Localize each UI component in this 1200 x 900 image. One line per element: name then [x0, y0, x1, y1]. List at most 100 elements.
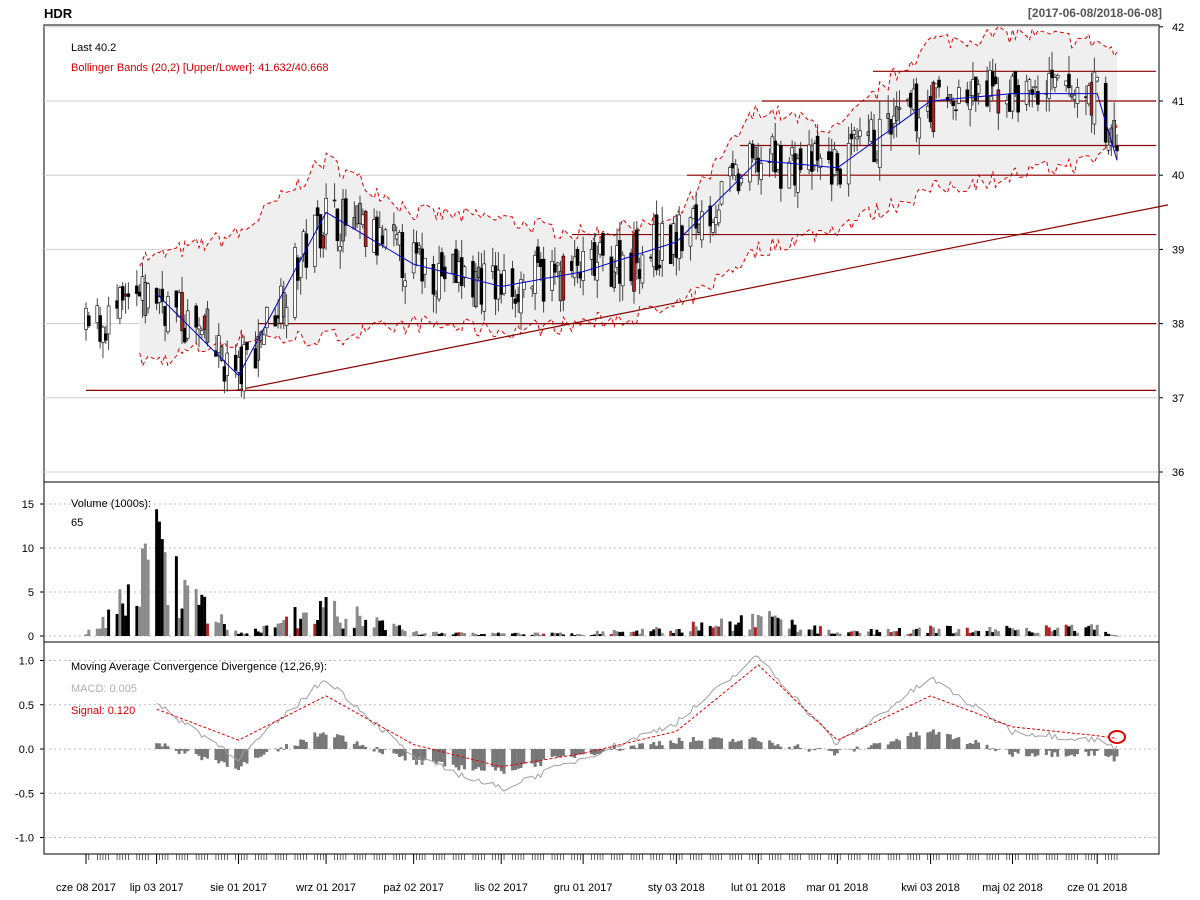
macd-histogram-bar	[968, 742, 972, 749]
trendline	[235, 204, 1169, 391]
volume-bar	[878, 632, 882, 636]
volume-bar	[177, 618, 181, 636]
candle-body	[776, 144, 780, 170]
candle-body	[1005, 100, 1009, 105]
candle-body	[691, 208, 696, 220]
macd-histogram-bar	[285, 744, 289, 749]
volume-bar	[838, 633, 842, 636]
macd-histogram-bar	[1013, 749, 1017, 752]
macd-histogram-bar	[576, 749, 579, 755]
candle-body	[118, 287, 122, 319]
macd-histogram-bar	[296, 745, 300, 749]
macd-histogram-bar	[1033, 749, 1037, 757]
candle-body	[993, 76, 998, 85]
macd-histogram-bar	[895, 738, 899, 749]
macd-histogram-bar	[909, 732, 913, 749]
price-axis-label: 39	[1172, 244, 1184, 256]
candle-body	[660, 223, 665, 261]
volume-bar	[293, 607, 297, 636]
macd-line	[156, 655, 1118, 792]
volume-bar	[477, 634, 481, 636]
x-axis-label: sty 03 2018	[648, 882, 705, 894]
macd-histogram-bar	[858, 749, 862, 750]
macd-histogram-bar	[440, 749, 444, 762]
candle-body	[618, 240, 622, 284]
volume-bar	[793, 624, 797, 636]
volume-bar	[578, 634, 582, 636]
candle-body	[928, 96, 933, 123]
price-axis-label: 37	[1172, 393, 1184, 405]
macd-histogram-bar	[254, 749, 257, 758]
macd-histogram-bar	[358, 745, 362, 749]
macd-histogram-bar	[333, 737, 337, 749]
macd-histogram-bar	[816, 748, 820, 749]
macd-histogram-bar	[974, 740, 978, 749]
volume-bar	[451, 634, 455, 636]
macd-histogram-bar	[660, 745, 664, 749]
candle-body	[954, 109, 958, 112]
candle-body	[1067, 73, 1071, 89]
candle-body	[293, 247, 297, 318]
macd-histogram-bar	[556, 749, 560, 758]
macd-histogram-bar	[847, 749, 851, 750]
x-axis-label: lis 02 2017	[475, 882, 528, 894]
volume-bar	[511, 633, 514, 636]
volume-bar	[934, 632, 938, 636]
candle-body	[457, 261, 461, 283]
volume-bar	[395, 626, 399, 636]
moving-average-path	[156, 93, 1118, 377]
candle-body	[849, 133, 854, 140]
candle-body	[245, 341, 249, 351]
macd-histogram-bar	[457, 749, 461, 771]
volume-bar	[262, 625, 266, 636]
macd-histogram-bar	[674, 743, 678, 749]
volume-bar	[415, 631, 418, 636]
volume-bar	[530, 634, 534, 636]
volume-bar	[652, 629, 656, 636]
macd-axis-label: 0.5	[19, 700, 34, 712]
candle-body	[1112, 120, 1116, 147]
candle-body	[815, 135, 820, 161]
macd-histogram-bar	[906, 736, 910, 749]
candle-body	[513, 298, 518, 304]
volume-bar	[533, 632, 537, 636]
macd-histogram-bar	[1016, 749, 1020, 754]
volume-bar	[107, 609, 111, 636]
macd-histogram-bar	[437, 749, 441, 762]
volume-bar	[499, 633, 503, 636]
volume-bar	[689, 631, 692, 636]
macd-histogram-bar	[415, 749, 418, 765]
macd-histogram-bar	[335, 734, 339, 749]
macd-histogram-bar	[361, 744, 365, 749]
volume-bar	[655, 627, 659, 636]
volume-bar	[1025, 627, 1029, 636]
candle-body	[677, 214, 681, 260]
candle-body	[377, 227, 382, 246]
candle-body	[649, 256, 653, 259]
volume-bar	[756, 614, 760, 636]
volume-bar	[954, 632, 958, 636]
candle-body	[951, 101, 955, 107]
macd-histogram-bar	[1115, 749, 1119, 757]
volume-bar	[502, 633, 506, 636]
macd-histogram-bar	[542, 749, 546, 760]
candle-body	[550, 260, 554, 291]
candle-body	[1024, 80, 1029, 105]
macd-histogram-bar	[570, 749, 574, 757]
candle-body	[420, 248, 424, 282]
volume-bar	[714, 625, 718, 636]
macd-histogram-bar	[649, 744, 653, 749]
candle-body	[493, 265, 498, 300]
macd-histogram-bar	[595, 749, 599, 755]
macd-histogram-bar	[299, 739, 303, 749]
volume-bar	[375, 617, 379, 636]
macd-histogram-bar	[714, 737, 718, 749]
volume-bar	[1073, 630, 1077, 636]
volume-bar	[974, 630, 978, 636]
macd-histogram-bar	[516, 749, 520, 769]
macd-histogram-bar	[423, 749, 427, 761]
volume-bar	[753, 627, 757, 636]
volume-bar	[304, 612, 308, 636]
candle-body	[265, 306, 269, 329]
candle-body	[578, 271, 583, 279]
